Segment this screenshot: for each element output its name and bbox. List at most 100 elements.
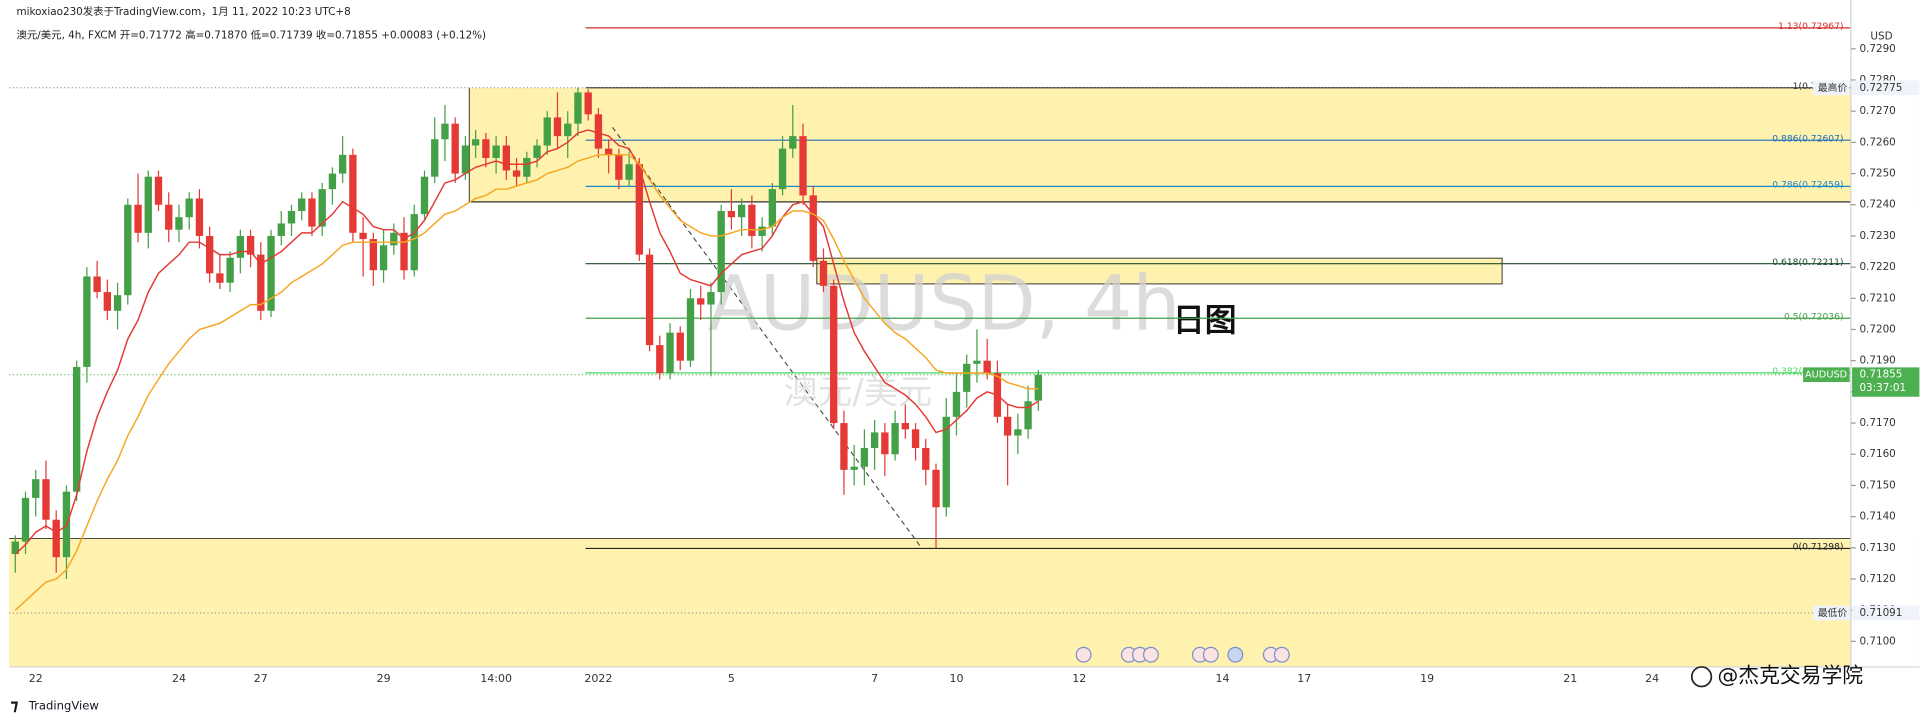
x-tick-label: 14 <box>1215 672 1229 685</box>
candle-body <box>635 164 644 255</box>
x-tick-label: 29 <box>377 672 391 685</box>
candle-body <box>175 217 183 230</box>
candle-body <box>21 497 30 542</box>
price-tag-value: 0.72775 <box>1859 82 1902 94</box>
candle-body <box>645 254 654 346</box>
candle-body <box>236 235 245 258</box>
candle-body <box>277 223 285 236</box>
candle-body <box>52 519 60 558</box>
symbol-watermark: AUDUSD, 4h <box>708 259 1181 347</box>
candle-body <box>809 195 817 261</box>
candle-body <box>390 232 398 246</box>
candle-body <box>901 423 909 430</box>
y-tick-label: 0.7120 <box>1859 573 1895 585</box>
candle-body <box>338 154 347 174</box>
x-tick-label: 21 <box>1563 672 1577 685</box>
price-tag-name: AUDUSD <box>1805 370 1847 381</box>
x-tick-label: 5 <box>728 672 735 685</box>
price-tag-name: 最低价 <box>1818 606 1848 619</box>
candle-body <box>922 448 930 470</box>
y-tick-label: 0.7220 <box>1859 261 1895 273</box>
candle-body <box>32 479 40 498</box>
y-tick-label: 0.7270 <box>1859 105 1895 117</box>
price-tag-bg <box>1852 605 1920 621</box>
candle-body <box>584 92 592 115</box>
x-tick-label: 27 <box>254 672 268 685</box>
y-tick-label: 0.7240 <box>1859 199 1895 211</box>
candle-body <box>1014 429 1022 436</box>
y-tick-label: 0.7170 <box>1859 417 1895 429</box>
price-tag-bg <box>1852 367 1920 397</box>
axis-currency: USD <box>1870 31 1892 43</box>
candle-body <box>717 210 725 293</box>
candle-body <box>165 204 173 230</box>
candle-body <box>799 136 807 196</box>
y-tick-label: 0.7150 <box>1859 479 1895 491</box>
candle-body <box>737 204 746 218</box>
candle-body <box>963 363 971 392</box>
candle-body <box>512 170 521 177</box>
candle-body <box>124 204 132 296</box>
price-axis <box>1850 0 1920 667</box>
candle-body <box>533 145 541 158</box>
price-tag-name-bg <box>1812 80 1850 96</box>
candle-body <box>226 257 234 283</box>
y-tick-label: 0.7190 <box>1859 355 1895 367</box>
credit-icon <box>1690 666 1713 688</box>
candle-body <box>369 239 378 271</box>
candle-body <box>819 260 828 286</box>
demand-zone <box>9 538 1920 667</box>
candle-body <box>216 273 224 283</box>
candle-body <box>850 466 858 470</box>
candle-body <box>267 235 275 311</box>
candle-body <box>482 139 490 158</box>
fib-label: 0.618(0.72211) <box>1772 257 1843 268</box>
axis-layer: 0.72900.72800.72700.72600.72500.72400.72… <box>29 43 1920 685</box>
fib-label: 1.13(0.72967) <box>1778 21 1843 32</box>
x-tick-label: 19 <box>1420 672 1434 685</box>
brand-logo: ⁊ <box>10 696 18 715</box>
y-tick-label: 0.7140 <box>1859 511 1895 523</box>
candle-body <box>154 176 163 205</box>
brand: TradingView <box>28 699 99 713</box>
candle-body <box>205 235 214 274</box>
candle-body <box>420 176 429 215</box>
candle-body <box>1003 416 1012 436</box>
candle-body <box>42 479 50 520</box>
candle-body <box>359 232 367 240</box>
candle-body <box>686 298 695 361</box>
price-tag-name-bg <box>1803 367 1850 383</box>
supply-zone <box>469 88 1920 202</box>
candle-body <box>461 145 470 174</box>
header: mikoxiao230发表于TradingView.com，1月 11, 202… <box>17 5 351 18</box>
candle-body <box>942 416 950 508</box>
price-tag-name-bg <box>1812 605 1850 621</box>
candle-body <box>431 139 439 177</box>
x-tick-label: 7 <box>871 672 878 685</box>
candle-body <box>604 148 613 155</box>
y-tick-label: 0.7160 <box>1859 448 1895 460</box>
x-tick-label: 14:00 <box>480 672 512 685</box>
moving-average <box>14 154 1039 611</box>
candle-body <box>840 423 848 470</box>
price-tag-value: 0.71855 <box>1859 369 1902 381</box>
fib-label: 0.5(0.72036) <box>1784 312 1844 323</box>
moving-average <box>14 129 1039 555</box>
candle-body <box>574 92 582 124</box>
candle-body <box>615 154 623 180</box>
event-icons <box>1075 646 1290 663</box>
candle-body <box>72 366 81 492</box>
candle-body <box>727 210 736 218</box>
fib-label: 0(0.71298) <box>1793 542 1844 553</box>
price-tag-name: 最高价 <box>1818 81 1848 94</box>
candle-body <box>860 448 869 467</box>
candle-body <box>410 214 418 271</box>
candle-body <box>656 345 664 374</box>
candle-body <box>379 245 388 271</box>
price-tag-value: 0.71091 <box>1859 607 1902 619</box>
x-tick-label: 2022 <box>584 672 612 685</box>
candle-body <box>758 226 766 236</box>
candle-body <box>983 360 991 374</box>
candle-body <box>144 176 152 233</box>
